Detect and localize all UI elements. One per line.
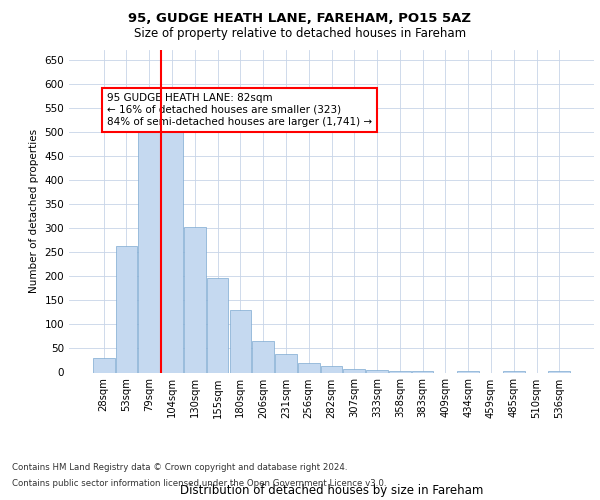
Text: 95 GUDGE HEATH LANE: 82sqm
← 16% of detached houses are smaller (323)
84% of sem: 95 GUDGE HEATH LANE: 82sqm ← 16% of deta… <box>107 94 372 126</box>
Bar <box>366 370 388 372</box>
Bar <box>139 126 160 372</box>
Text: Contains HM Land Registry data © Crown copyright and database right 2024.: Contains HM Land Registry data © Crown c… <box>12 464 347 472</box>
Bar <box>503 370 524 372</box>
Bar <box>161 127 183 372</box>
Bar <box>116 246 137 372</box>
Text: Size of property relative to detached houses in Fareham: Size of property relative to detached ho… <box>134 28 466 40</box>
Bar <box>298 363 320 372</box>
Bar <box>548 370 570 372</box>
Text: 95, GUDGE HEATH LANE, FAREHAM, PO15 5AZ: 95, GUDGE HEATH LANE, FAREHAM, PO15 5AZ <box>128 12 472 26</box>
Bar <box>457 370 479 372</box>
X-axis label: Distribution of detached houses by size in Fareham: Distribution of detached houses by size … <box>180 484 483 498</box>
Y-axis label: Number of detached properties: Number of detached properties <box>29 129 39 294</box>
Bar <box>320 366 343 372</box>
Bar <box>184 227 206 372</box>
Bar <box>253 341 274 372</box>
Bar <box>230 310 251 372</box>
Bar <box>343 368 365 372</box>
Text: Contains public sector information licensed under the Open Government Licence v3: Contains public sector information licen… <box>12 478 386 488</box>
Bar <box>412 371 433 372</box>
Bar <box>389 371 410 372</box>
Bar <box>207 278 229 372</box>
Bar <box>275 354 297 372</box>
Bar <box>93 358 115 372</box>
